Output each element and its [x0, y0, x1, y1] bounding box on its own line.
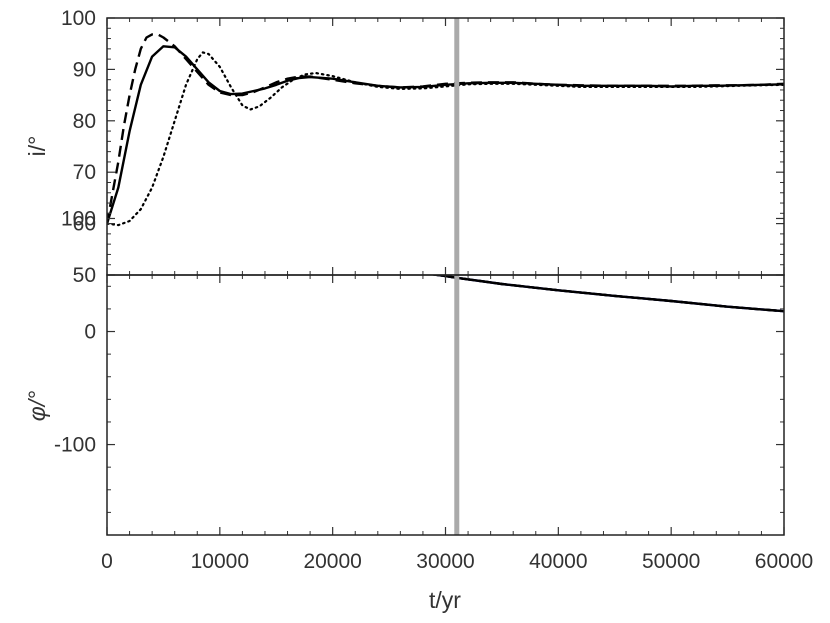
panel-frames	[106, 17, 785, 536]
bottom-panel-series-group	[428, 275, 784, 313]
top-panel-series-solid-0	[107, 45, 784, 224]
bottom-panel: 0 10000 20000 30000 40000 50000 60000 -100 0 100	[54, 207, 813, 573]
bottom-y-axis-label: φ/°	[24, 391, 50, 422]
top-panel-y-tick-label: 70	[73, 161, 96, 184]
bottom-panel-y-tick-label: -100	[54, 434, 96, 457]
top-panel-y-tick-label: 80	[73, 110, 96, 133]
top-panel-y-tick-label: 100	[61, 7, 96, 30]
top-panel-series-dotted-2	[107, 51, 784, 227]
top-panel-y-tick-label: 90	[73, 58, 96, 81]
bottom-panel-x-tick-label: 60000	[755, 550, 813, 573]
top-y-axis-label: i/°	[24, 136, 50, 157]
bottom-panel-frame	[106, 274, 785, 536]
top-panel-series-dashed-1	[107, 33, 784, 224]
top-panel-frame	[106, 17, 785, 276]
top-panel: 50 60 70 80 90 100	[61, 7, 785, 287]
bottom-panel-x-tick-label: 20000	[303, 550, 361, 573]
top-panel-y-tick-label: 50	[73, 264, 96, 287]
bottom-panel-y-tick-label: 0	[84, 321, 96, 344]
bottom-panel-x-tick-label: 40000	[529, 550, 587, 573]
bottom-panel-x-tick-label: 10000	[191, 550, 249, 573]
bottom-panel-x-tick-label: 30000	[416, 550, 474, 573]
bottom-panel-x-tick-label: 0	[101, 550, 113, 573]
x-axis-label: t/yr	[429, 587, 461, 613]
bottom-panel-series-dotted-3	[429, 275, 784, 313]
bottom-panel-x-tick-label: 50000	[642, 550, 700, 573]
labels-layer: i/° φ/° t/yr	[24, 136, 461, 613]
top-panel-y-tick-label: 60	[73, 213, 96, 236]
top-panel-series-group	[107, 33, 784, 227]
bottom-panel-y-tick-label: 100	[61, 207, 96, 230]
